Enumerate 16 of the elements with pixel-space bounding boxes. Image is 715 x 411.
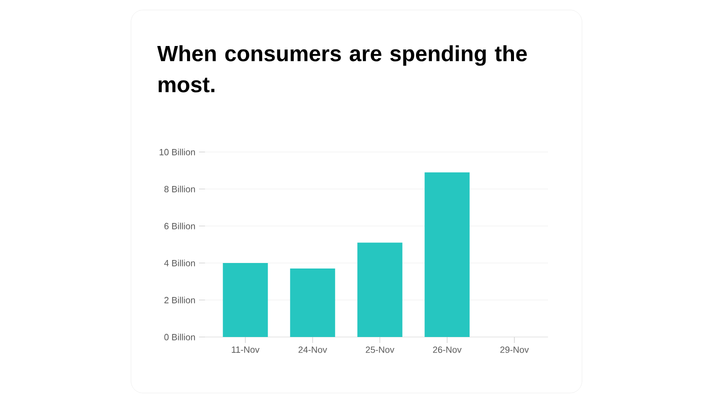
x-tick-label: 24-Nov xyxy=(298,346,328,353)
x-tick-label: 25-Nov xyxy=(366,346,394,353)
y-tick-label: 0 Billion xyxy=(164,334,195,340)
y-tick-label: 10 Billion xyxy=(160,148,195,156)
bar xyxy=(290,268,336,337)
y-tick-label: 2 Billion xyxy=(164,296,195,304)
y-tick-label: 6 Billion xyxy=(164,222,195,230)
x-tick-label: 11-Nov xyxy=(232,346,260,353)
bar xyxy=(424,172,470,337)
x-tick-label: 26-Nov xyxy=(433,346,462,353)
x-tick-label: 29-Nov xyxy=(500,346,529,353)
y-tick-label: 8 Billion xyxy=(164,186,195,192)
bar xyxy=(357,242,402,337)
bar xyxy=(222,263,268,337)
chart-title: When consumers are spending the most. xyxy=(157,45,527,92)
y-tick-label: 4 Billion xyxy=(164,260,195,266)
